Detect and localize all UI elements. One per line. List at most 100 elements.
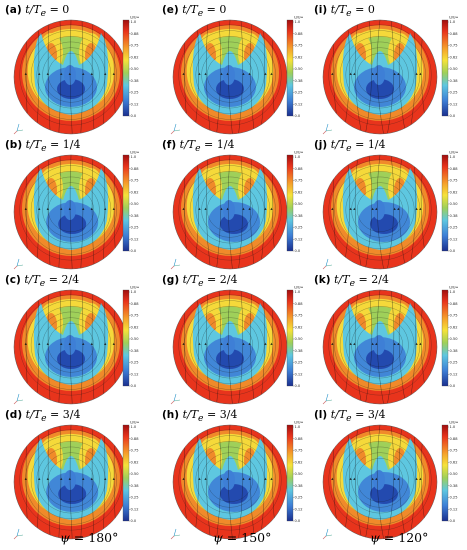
colorbar-header: U/U∞ (449, 16, 458, 20)
colorbar: U/U∞1.0 0.88 0.75 0.62 0.50 0.38 0.25 0.12 0.0 (441, 421, 459, 523)
colorbar: U/U∞1.0 0.88 0.75 0.62 0.50 0.38 0.25 0.12 0.0 (286, 421, 304, 523)
colorbar-header: U/U∞ (449, 151, 458, 155)
colorbar-tick-label: 0.50 (450, 337, 459, 341)
panel-title-a: (a) t/Te = 0 (5, 3, 70, 20)
colorbar-tick-label: 0.62 (450, 55, 458, 59)
colorbar-tick-label: 0.38 (295, 214, 304, 218)
panel-title-b: (b) t/Te = 1/4 (5, 138, 81, 155)
colorbar-tick-label: 0.62 (450, 460, 458, 464)
axis-triad-icon (13, 258, 24, 270)
colorbar-tick-label: 0.12 (450, 237, 458, 241)
colorbar-tick-label: 0.12 (450, 372, 458, 376)
colorbar-tick-label: 0.0 (450, 114, 456, 118)
colorbar-tick-label: 0.25 (131, 226, 139, 230)
colorbar-tick-label: 0.0 (295, 519, 301, 523)
panel-i: U/U∞1.0 0.88 0.75 0.62 0.50 0.38 0.25 0.12 0.0 (322, 16, 459, 135)
velocity-contour-disk (173, 290, 287, 404)
colorbar-tick-label: 0.88 (450, 302, 459, 306)
axis-triad-icon (170, 123, 181, 135)
column-label-180: ψ = 180° (60, 530, 119, 545)
colorbar-tick-label: 0.62 (131, 190, 139, 194)
panel-title-h: (h) t/Te = 3/4 (162, 408, 238, 425)
colorbar-tick-label: 0.50 (450, 202, 459, 206)
axis-triad-icon (322, 528, 333, 540)
colorbar-tick-label: 1.0 (131, 155, 137, 159)
axis-triad-icon (170, 528, 181, 540)
colorbar: U/U∞1.0 0.88 0.75 0.62 0.50 0.38 0.25 0.12 0.0 (122, 16, 139, 118)
colorbar-tick-label: 0.75 (450, 449, 458, 453)
colorbar-tick-label: 0.62 (131, 55, 139, 59)
colorbar-tick-label: 0.38 (131, 214, 140, 218)
colorbar-tick-label: 1.0 (131, 290, 137, 294)
axis-triad-icon (322, 123, 333, 135)
colorbar-tick-label: 0.25 (450, 91, 458, 95)
panel-title-j: (j) t/Te = 1/4 (314, 138, 386, 155)
colorbar-header: U/U∞ (294, 151, 303, 155)
panel-l: U/U∞1.0 0.88 0.75 0.62 0.50 0.38 0.25 0.12 0.0 (322, 421, 459, 540)
colorbar-tick-label: 0.62 (295, 325, 303, 329)
colorbar-tick-label: 0.25 (131, 361, 139, 365)
colorbar-tick-label: 0.38 (450, 349, 459, 353)
panel-title-i: (i) t/Te = 0 (314, 3, 375, 20)
colorbar-tick-label: 0.50 (295, 202, 304, 206)
colorbar-tick-label: 0.38 (295, 79, 304, 83)
velocity-contour-disk (323, 20, 437, 134)
colorbar-tick-label: 1.0 (450, 155, 456, 159)
colorbar-tick-label: 0.75 (450, 44, 458, 48)
colorbar-header: U/U∞ (294, 16, 303, 20)
colorbar: U/U∞1.0 0.88 0.75 0.62 0.50 0.38 0.25 0.12 0.0 (441, 286, 459, 388)
velocity-contour-disk (323, 425, 437, 539)
colorbar-tick-label: 0.12 (450, 102, 458, 106)
colorbar-tick-label: 0.75 (450, 314, 458, 318)
colorbar-header: U/U∞ (130, 16, 139, 20)
colorbar-tick-label: 0.0 (131, 114, 137, 118)
colorbar-tick-label: 1.0 (450, 425, 456, 429)
colorbar-tick-label: 0.50 (450, 472, 459, 476)
colorbar-tick-label: 0.62 (131, 325, 139, 329)
colorbar: U/U∞1.0 0.88 0.75 0.62 0.50 0.38 0.25 0.12 0.0 (122, 421, 140, 523)
panel-j: U/U∞1.0 0.88 0.75 0.62 0.50 0.38 0.25 0.12 0.0 (322, 151, 459, 270)
colorbar-tick-label: 0.75 (131, 44, 139, 48)
colorbar-tick-label: 0.50 (131, 337, 140, 341)
axis-triad-icon (170, 393, 181, 405)
colorbar-tick-label: 1.0 (131, 425, 137, 429)
colorbar-tick-label: 0.12 (295, 102, 303, 106)
colorbar-tick-label: 1.0 (450, 290, 456, 294)
colorbar: U/U∞1.0 0.88 0.75 0.62 0.50 0.38 0.25 0.12 0.0 (286, 16, 304, 118)
colorbar-header: U/U∞ (294, 421, 303, 425)
panel-f: U/U∞1.0 0.88 0.75 0.62 0.50 0.38 0.25 0.12 0.0 (170, 151, 304, 270)
colorbar-tick-label: 0.38 (131, 349, 140, 353)
colorbar-tick-label: 0.38 (295, 484, 304, 488)
colorbar-tick-label: 0.12 (295, 507, 303, 511)
axis-triad-icon (322, 258, 333, 270)
colorbar-tick-label: 0.88 (131, 302, 140, 306)
colorbar-tick-label: 0.25 (450, 361, 458, 365)
colorbar-tick-label: 0.0 (131, 249, 137, 253)
colorbar-tick-label: 1.0 (295, 290, 301, 294)
colorbar-tick-label: 0.88 (295, 167, 304, 171)
panel-e: U/U∞1.0 0.88 0.75 0.62 0.50 0.38 0.25 0.12 0.0 (170, 16, 304, 135)
colorbar-tick-label: 0.12 (131, 372, 139, 376)
colorbar-tick-label: 0.38 (450, 79, 459, 83)
axis-triad-icon (13, 393, 24, 405)
colorbar-tick-label: 0.25 (295, 91, 303, 95)
colorbar-header: U/U∞ (449, 286, 458, 290)
colorbar: U/U∞1.0 0.88 0.75 0.62 0.50 0.38 0.25 0.12 0.0 (122, 286, 140, 388)
panel-title-k: (k) t/Te = 2/4 (314, 273, 389, 290)
panel-a: U/U∞1.0 0.88 0.75 0.62 0.50 0.38 0.25 0.12 0.0 (13, 16, 139, 135)
colorbar-tick-label: 0.50 (131, 202, 140, 206)
colorbar-tick-label: 1.0 (295, 155, 301, 159)
panel-title-e: (e) t/Te = 0 (162, 3, 227, 20)
colorbar-tick-label: 0.75 (131, 314, 139, 318)
panel-title-g: (g) t/Te = 2/4 (162, 273, 238, 290)
colorbar-tick-label: 0.38 (295, 349, 304, 353)
panel-title-f: (f) t/Te = 1/4 (162, 138, 235, 155)
colorbar-tick-label: 1.0 (131, 20, 137, 24)
column-label-120: ψ = 120° (370, 530, 429, 545)
panel-title-d: (d) t/Te = 3/4 (5, 408, 81, 425)
colorbar-tick-label: 0.88 (131, 437, 140, 441)
colorbar-tick-label: 0.75 (450, 179, 458, 183)
colorbar-tick-label: 0.62 (295, 55, 303, 59)
colorbar-header: U/U∞ (130, 421, 139, 425)
axis-triad-icon (13, 123, 24, 135)
